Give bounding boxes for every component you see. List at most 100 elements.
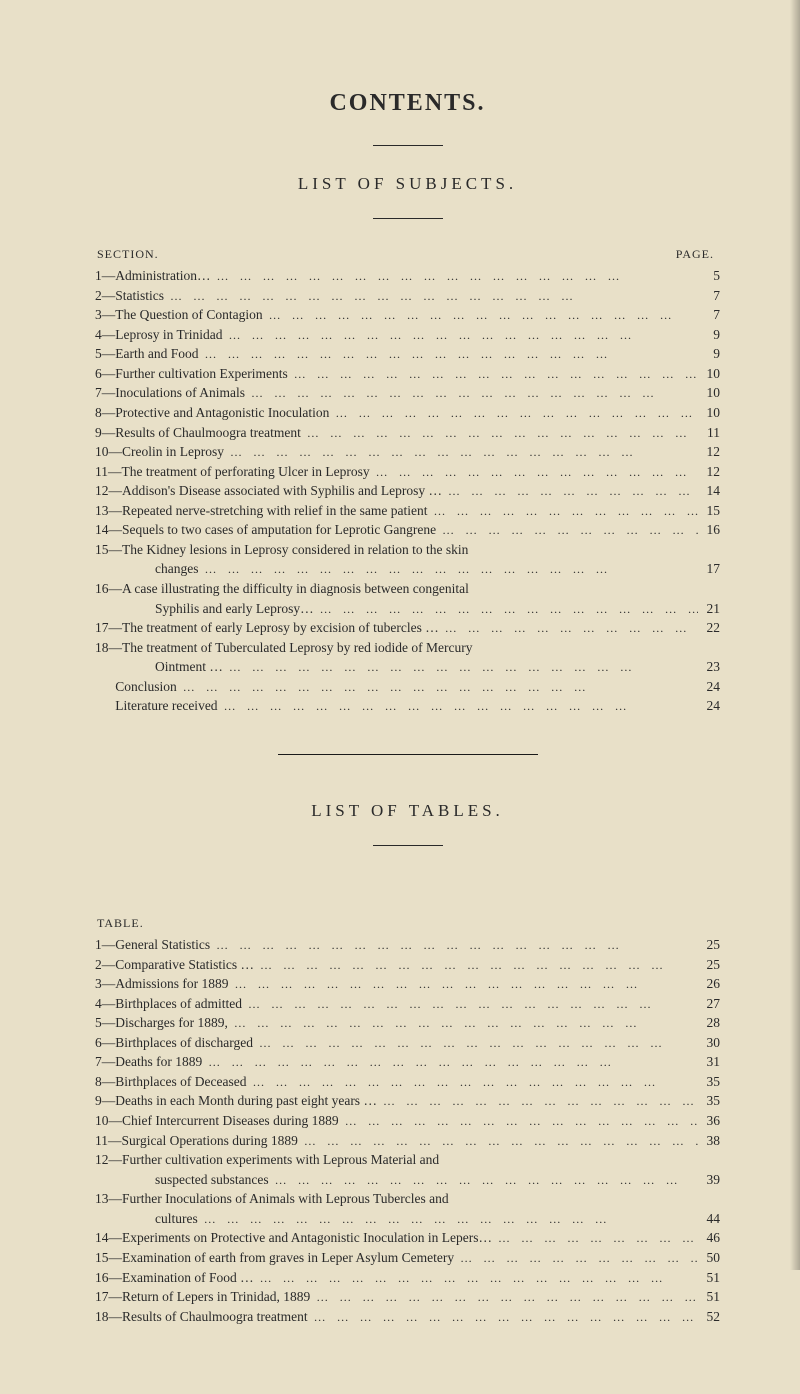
- leader-dots: … … … … … … … … … … … … … … … … … …: [439, 620, 698, 637]
- entry-page: 27: [698, 994, 720, 1014]
- entry-text: A case illustrating the difficulty in di…: [122, 579, 469, 599]
- entry-text: Deaths in each Month during past eight y…: [115, 1091, 377, 1111]
- toc-entry: 14—Experiments on Protective and Antagon…: [95, 1228, 720, 1248]
- leader-dots: … … … … … … … … … … … … … … … … … …: [164, 288, 698, 305]
- leader-dots: … … … … … … … … … … … … … … … … … …: [308, 1309, 698, 1326]
- leader-dots: … … … … … … … … … … … … … … … … … …: [254, 957, 698, 974]
- entry-text: Addison's Disease associated with Syphil…: [122, 481, 442, 501]
- toc-entry: 3—The Question of Contagion… … … … … … ……: [95, 305, 720, 325]
- toc-entry: 17—Return of Lepers in Trinidad, 1889… ……: [95, 1287, 720, 1307]
- entry-number: 5—: [95, 344, 115, 364]
- entry-text: Discharges for 1889,: [115, 1013, 228, 1033]
- leader-dots: … … … … … … … … … … … … … … … … … …: [263, 307, 698, 324]
- entry-number: 6—: [95, 1033, 115, 1053]
- leader-dots: … … … … … … … … … … … … … … … … … …: [199, 346, 699, 363]
- entry-text: Birthplaces of admitted: [115, 994, 242, 1014]
- leader-dots: … … … … … … … … … … … … … … … … … …: [377, 1093, 698, 1110]
- entry-page: 17: [698, 559, 720, 579]
- toc-entry: 12—Further cultivation experiments with …: [95, 1150, 720, 1170]
- leader-dots: … … … … … … … … … … … … … … … … … …: [254, 1270, 698, 1287]
- entry-text: Repeated nerve-stretching with relief in…: [122, 501, 428, 521]
- toc-entry: 1—Administration…… … … … … … … … … … … ……: [95, 266, 720, 286]
- entry-number: [95, 696, 115, 716]
- entry-number: 2—: [95, 286, 115, 306]
- entry-text: General Statistics: [115, 935, 210, 955]
- leader-dots: … … … … … … … … … … … … … … … … … …: [269, 1172, 698, 1189]
- entry-text: Results of Chaulmoogra treatment: [115, 423, 301, 443]
- entry-number: 14—: [95, 1228, 122, 1248]
- toc-entry: 9—Deaths in each Month during past eight…: [95, 1091, 720, 1111]
- leader-dots: … … … … … … … … … … … … … … … … … …: [218, 698, 698, 715]
- entry-text: Birthplaces of discharged: [115, 1033, 253, 1053]
- entry-page: 50: [698, 1248, 720, 1268]
- leader-dots: … … … … … … … … … … … … … … … … … …: [228, 1015, 698, 1032]
- entry-page: 22: [698, 618, 720, 638]
- toc-entry: 7—Inoculations of Animals… … … … … … … ……: [95, 383, 720, 403]
- leader-dots: … … … … … … … … … … … … … … … … … …: [298, 1133, 698, 1150]
- entry-number: 12—: [95, 481, 122, 501]
- entry-text: Syphilis and early Leprosy…: [95, 599, 314, 619]
- entry-page: 10: [698, 364, 720, 384]
- leader-dots: … … … … … … … … … … … … … … … … … …: [314, 601, 698, 618]
- entry-number: 10—: [95, 442, 122, 462]
- leader-dots: … … … … … … … … … … … … … … … … … …: [339, 1113, 698, 1130]
- entry-text: Return of Lepers in Trinidad, 1889: [122, 1287, 310, 1307]
- entry-page: 30: [698, 1033, 720, 1053]
- entry-number: [95, 677, 115, 697]
- entry-page: 39: [698, 1170, 720, 1190]
- tables-headers: TABLE.: [95, 916, 720, 931]
- entry-text: Examination of Food …: [122, 1268, 254, 1288]
- entry-text: Deaths for 1889: [115, 1052, 202, 1072]
- entry-number: 5—: [95, 1013, 115, 1033]
- toc-entry: 4—Leprosy in Trinidad… … … … … … … … … ……: [95, 325, 720, 345]
- entry-number: 9—: [95, 423, 115, 443]
- entry-text: Ointment …: [95, 657, 223, 677]
- toc-entry: 8—Protective and Antagonistic Inoculatio…: [95, 403, 720, 423]
- entry-number: 18—: [95, 1307, 122, 1327]
- leader-dots: … … … … … … … … … … … … … … … … … …: [229, 976, 698, 993]
- entry-text: Comparative Statistics …: [115, 955, 254, 975]
- leader-dots: … … … … … … … … … … … … … … … … … …: [211, 268, 699, 285]
- leader-dots: … … … … … … … … … … … … … … … … … …: [198, 561, 698, 578]
- entry-page: 31: [698, 1052, 720, 1072]
- entry-text: changes: [95, 559, 198, 579]
- entry-page: 36: [698, 1111, 720, 1131]
- leader-dots: … … … … … … … … … … … … … … … … … …: [198, 1211, 698, 1228]
- leader-dots: … … … … … … … … … … … … … … … … … …: [223, 659, 698, 676]
- title-rule: [373, 145, 443, 146]
- toc-entry: 5—Earth and Food… … … … … … … … … … … … …: [95, 344, 720, 364]
- entry-text: Sequels to two cases of amputation for L…: [122, 520, 436, 540]
- entry-text: cultures: [95, 1209, 198, 1229]
- leader-dots: … … … … … … … … … … … … … … … … … …: [210, 937, 698, 954]
- entry-number: 12—: [95, 1150, 122, 1170]
- page-header: PAGE.: [676, 247, 714, 262]
- entry-page: 7: [698, 305, 720, 325]
- toc-entry: suspected substances… … … … … … … … … … …: [95, 1170, 720, 1190]
- leader-dots: … … … … … … … … … … … … … … … … … …: [428, 503, 698, 520]
- toc-entry: 18—The treatment of Tuberculated Leprosy…: [95, 638, 720, 658]
- toc-entry: 6—Birthplaces of discharged… … … … … … ……: [95, 1033, 720, 1053]
- leader-dots: … … … … … … … … … … … … … … … … … …: [492, 1230, 698, 1247]
- entry-text: Experiments on Protective and Antagonist…: [122, 1228, 492, 1248]
- entry-text: Results of Chaulmoogra treatment: [122, 1307, 308, 1327]
- entry-number: 18—: [95, 638, 122, 658]
- toc-entry: 2—Statistics… … … … … … … … … … … … … … …: [95, 286, 720, 306]
- entry-text: Leprosy in Trinidad: [115, 325, 222, 345]
- entry-page: 10: [698, 403, 720, 423]
- entry-number: 11—: [95, 1131, 122, 1151]
- toc-entry: 8—Birthplaces of Deceased… … … … … … … ……: [95, 1072, 720, 1092]
- entry-number: 1—: [95, 266, 115, 286]
- toc-entry: 10—Chief Intercurrent Diseases during 18…: [95, 1111, 720, 1131]
- leader-dots: … … … … … … … … … … … … … … … … … …: [223, 327, 698, 344]
- toc-entry: Conclusion… … … … … … … … … … … … … … … …: [95, 677, 720, 697]
- entry-number: 8—: [95, 403, 115, 423]
- entry-number: 6—: [95, 364, 115, 384]
- entry-number: 1—: [95, 935, 115, 955]
- entry-page: 52: [698, 1307, 720, 1327]
- toc-entry: 9—Results of Chaulmoogra treatment… … … …: [95, 423, 720, 443]
- entry-number: 2—: [95, 955, 115, 975]
- toc-entry: 16—A case illustrating the difficulty in…: [95, 579, 720, 599]
- entry-text: Inoculations of Animals: [115, 383, 245, 403]
- entry-page: 38: [698, 1131, 720, 1151]
- entry-text: Surgical Operations during 1889: [122, 1131, 298, 1151]
